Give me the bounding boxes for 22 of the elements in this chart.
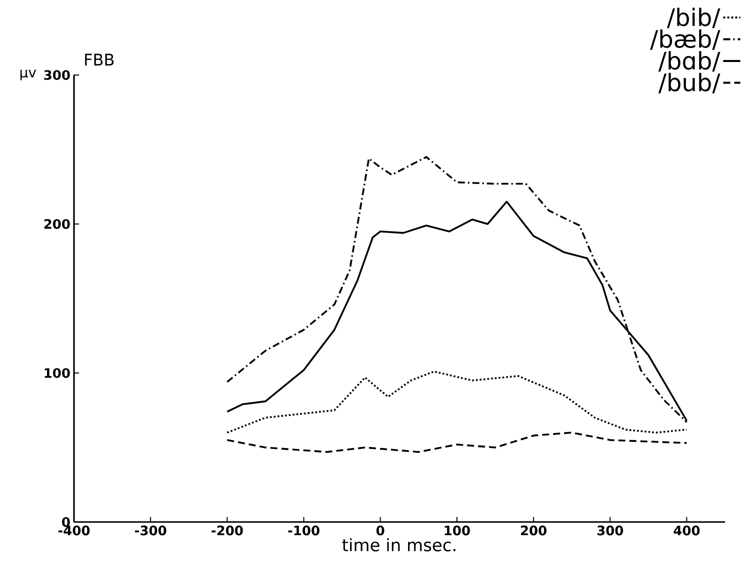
chart-title: FBB (85, 54, 114, 66)
legend-label: /bub/ (658, 72, 720, 94)
x-axis-title: time in msec. (342, 538, 456, 552)
legend-label: /bɑb/ (658, 51, 720, 72)
y-tick-label: 300 (44, 70, 70, 80)
y-axis-title: µv (20, 70, 36, 80)
line-series (226, 432, 688, 453)
y-tick-label: 200 (44, 219, 70, 229)
x-tick-label: -200 (212, 526, 243, 536)
y-tick-label: 0 (62, 517, 70, 527)
x-tick-label: 400 (674, 526, 700, 536)
y-tick-label: 100 (44, 368, 70, 378)
x-tick-label: 300 (597, 526, 624, 536)
legend-label: /bæb/ (650, 29, 720, 50)
x-tick-label: 0 (376, 526, 384, 536)
x-tick-label: 100 (444, 526, 470, 536)
x-tick-label: -400 (58, 526, 90, 536)
x-tick-label: -100 (288, 526, 320, 536)
x-tick-label: 200 (520, 526, 546, 536)
x-tick-label: -300 (135, 526, 166, 536)
legend-label: /bib/ (666, 8, 720, 28)
line-series (226, 370, 688, 434)
